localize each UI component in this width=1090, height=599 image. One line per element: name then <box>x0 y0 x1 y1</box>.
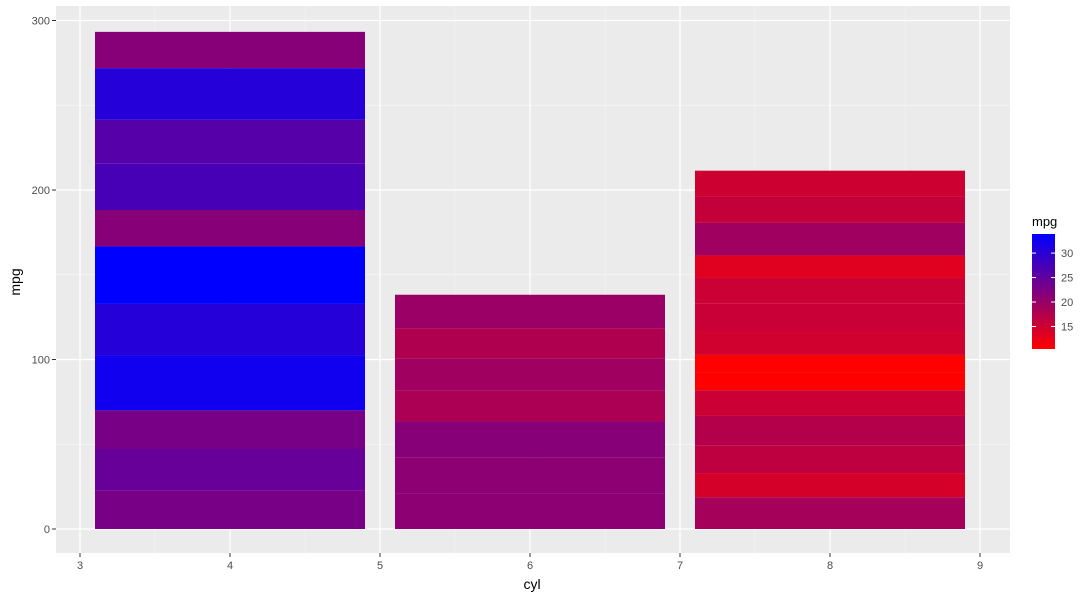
bar-segment <box>95 355 365 411</box>
bar-segment <box>95 448 365 491</box>
bar-segment <box>695 497 965 529</box>
y-tick-label: 100 <box>32 355 50 367</box>
x-tick-label: 5 <box>377 560 383 572</box>
bar-segment <box>95 68 365 120</box>
bar-segment <box>695 222 965 256</box>
x-tick-label: 8 <box>827 560 833 572</box>
x-axis: 3 4 5 6 7 8 9 <box>77 553 983 572</box>
bar-segment <box>95 163 365 211</box>
bar-segment <box>95 246 365 304</box>
bar-segment <box>95 31 365 69</box>
bar-segment <box>95 210 365 247</box>
legend-tick-label: 25 <box>1061 273 1073 285</box>
y-tick-label: 300 <box>32 16 50 28</box>
bar-segment <box>695 330 965 355</box>
bar-segment <box>695 372 965 391</box>
bar-segment <box>695 473 965 498</box>
bar-segment <box>395 421 665 458</box>
bar-segment <box>395 457 665 494</box>
x-tick-label: 3 <box>77 560 83 572</box>
y-axis: 0 100 200 300 <box>32 16 56 536</box>
legend-tick-label: 20 <box>1061 297 1073 309</box>
bar-segment <box>695 390 965 416</box>
legend-title: mpg <box>1032 214 1057 229</box>
y-tick-label: 0 <box>44 524 50 536</box>
bar-segment <box>395 294 665 329</box>
bar-segment <box>95 410 365 449</box>
legend-tick-label: 15 <box>1061 321 1073 333</box>
x-tick-label: 9 <box>977 560 983 572</box>
bar-segment <box>695 415 965 446</box>
bar-segment <box>95 490 365 529</box>
bar-segment <box>395 390 665 422</box>
bar-segment <box>695 303 965 331</box>
x-axis-title: cyl <box>523 576 540 592</box>
bar-segment <box>695 354 965 373</box>
y-axis-title: mpg <box>7 268 23 295</box>
bar-segment <box>395 328 665 359</box>
bar-segment <box>695 170 965 197</box>
bar-segment <box>695 445 965 474</box>
legend-ticks: 15 20 25 30 <box>1032 248 1073 333</box>
bar-segment <box>695 255 965 278</box>
x-tick-label: 7 <box>677 560 683 572</box>
bar-segment <box>695 196 965 223</box>
bar-segment <box>695 277 965 304</box>
bar-segment <box>395 493 665 529</box>
bar-segment <box>95 303 365 356</box>
x-tick-label: 6 <box>527 560 533 572</box>
x-tick-label: 4 <box>227 560 233 572</box>
bars <box>95 31 965 529</box>
legend-tick-label: 30 <box>1061 248 1073 260</box>
y-tick-label: 200 <box>32 185 50 197</box>
bar-segment <box>395 358 665 391</box>
legend: mpg 15 20 25 30 <box>1032 214 1073 349</box>
bar-segment <box>95 119 365 164</box>
legend-colorbar <box>1032 234 1055 349</box>
